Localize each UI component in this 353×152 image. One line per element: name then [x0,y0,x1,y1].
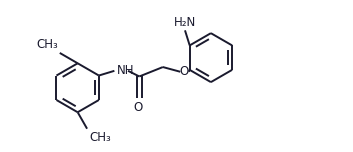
Text: NH: NH [117,64,134,77]
Text: O: O [179,65,189,78]
Text: O: O [134,101,143,114]
Text: CH₃: CH₃ [89,131,111,144]
Text: H₂N: H₂N [174,16,196,29]
Text: CH₃: CH₃ [36,38,58,51]
